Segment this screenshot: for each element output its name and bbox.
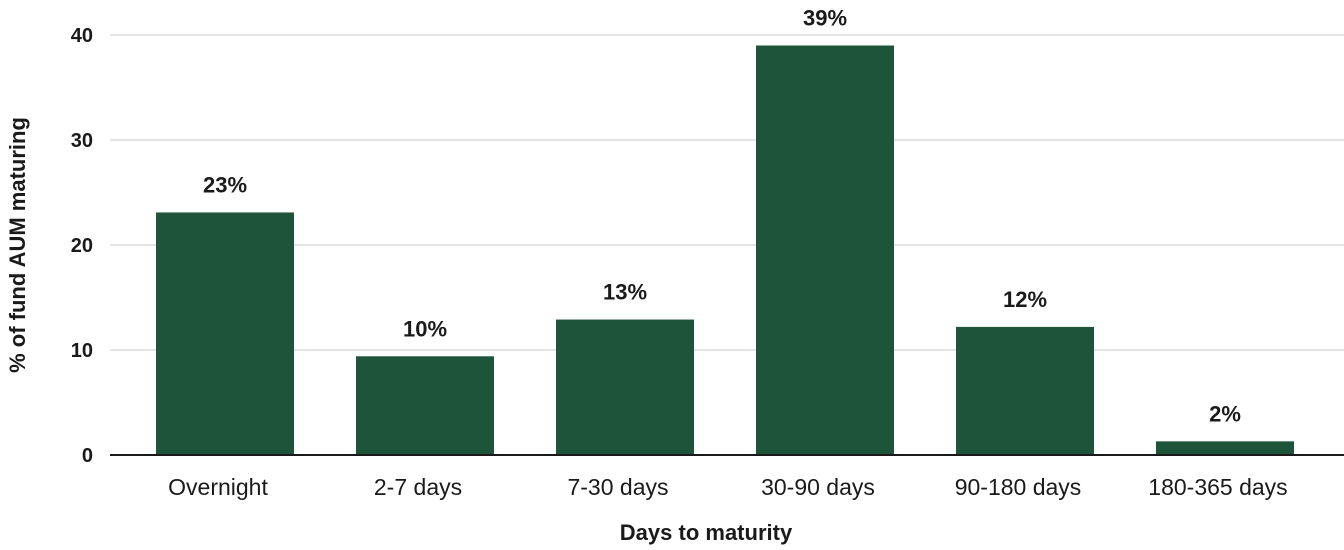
bar-data-label: 2% xyxy=(1209,401,1241,426)
bar-data-label: 13% xyxy=(603,280,647,305)
bar xyxy=(956,326,1094,455)
bar xyxy=(556,319,694,455)
bar xyxy=(1156,441,1294,455)
gridlines xyxy=(110,34,1344,351)
x-axis-ticks: Overnight 2-7 days 7-30 days 30-90 days 90-1… xyxy=(168,474,1288,500)
bar-data-label: 39% xyxy=(803,6,847,31)
y-tick-label: 20 xyxy=(71,235,93,257)
bar-data-label: 10% xyxy=(403,316,447,341)
bars xyxy=(156,45,1294,455)
bar-data-labels: 23% 10% 13% 39% 12% 2% xyxy=(203,6,1241,427)
y-tick-label: 30 xyxy=(71,130,93,152)
x-axis-title: Days to maturity xyxy=(620,520,793,545)
x-tick-label: Overnight xyxy=(168,474,268,500)
bar-data-label: 12% xyxy=(1003,287,1047,312)
x-tick-label: 30-90 days xyxy=(761,474,875,500)
y-axis-ticks: 0 10 20 30 40 xyxy=(71,25,93,467)
y-axis-title: % of fund AUM maturing xyxy=(5,117,30,373)
bar xyxy=(756,45,894,455)
bar xyxy=(156,212,294,455)
y-tick-label: 10 xyxy=(71,340,93,362)
bar xyxy=(356,356,494,455)
x-tick-label: 180-365 days xyxy=(1148,474,1287,500)
y-tick-label: 0 xyxy=(82,445,93,467)
bar-data-label: 23% xyxy=(203,172,247,197)
x-tick-label: 2-7 days xyxy=(374,474,462,500)
x-tick-label: 7-30 days xyxy=(567,474,668,500)
y-tick-label: 40 xyxy=(71,25,93,47)
x-tick-label: 90-180 days xyxy=(955,474,1082,500)
